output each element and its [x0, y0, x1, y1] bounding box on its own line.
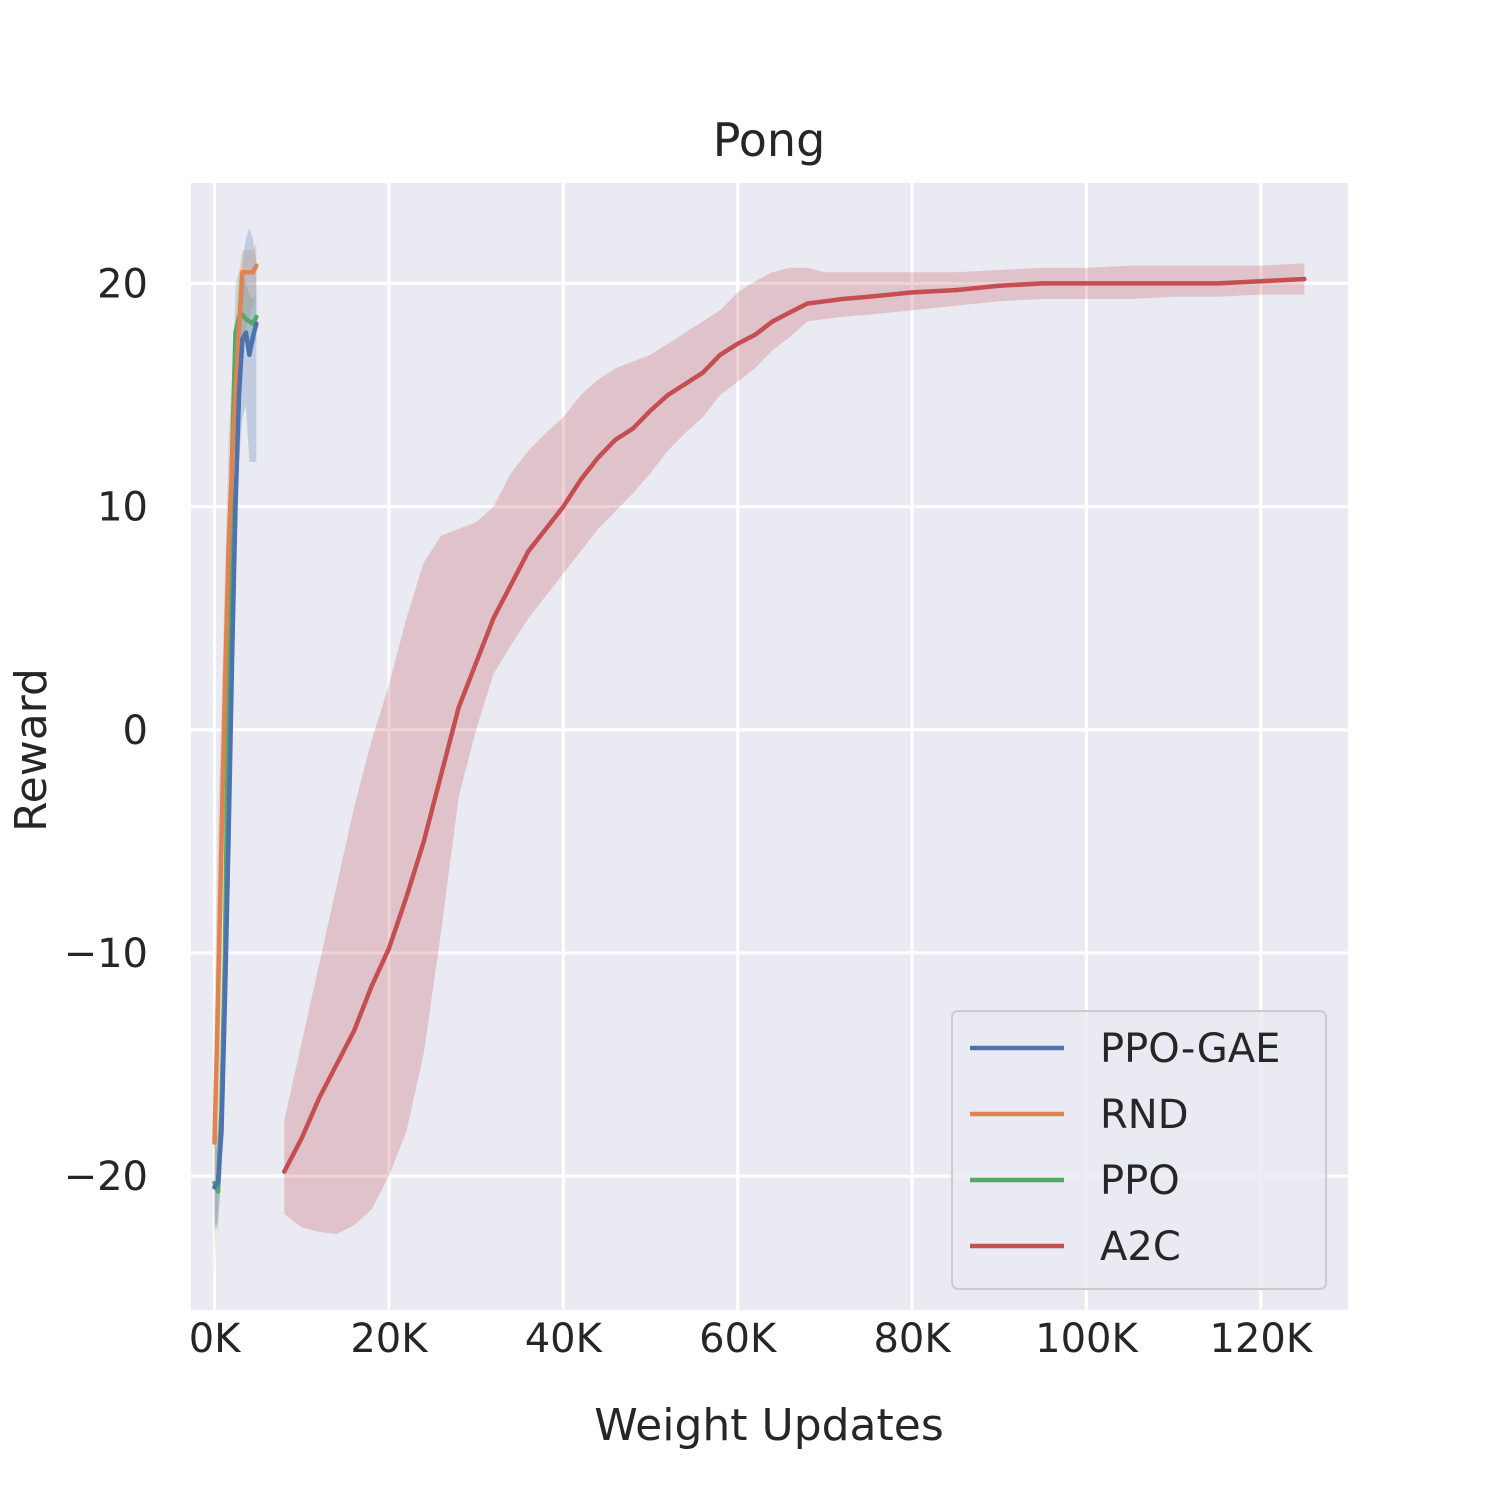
line-ppo-gae: [212, 321, 259, 1190]
x-tick-label: 80K: [873, 1316, 952, 1362]
y-axis-ticks: −20 −10 0 10 20: [64, 261, 148, 1200]
legend-label-rnd: RND: [1100, 1092, 1189, 1138]
legend-box: [951, 1010, 1327, 1290]
y-tick-label: −20: [64, 1154, 148, 1200]
x-tick-label: 0K: [189, 1316, 242, 1362]
band-a2c: [284, 263, 1305, 1235]
legend-label-a2c: A2C: [1100, 1224, 1181, 1270]
y-tick-label: 20: [97, 261, 148, 307]
line-a2c: [282, 276, 1307, 1174]
y-tick-label: 10: [97, 485, 148, 531]
x-tick-label: 40K: [525, 1316, 604, 1362]
y-tick-label: −10: [64, 931, 148, 977]
x-axis-ticks: 0K 20K 40K 60K 80K 100K 120K: [189, 1316, 1314, 1362]
legend: PPO-GAE RND PPO A2C: [951, 1010, 1327, 1290]
y-axis-label: Reward: [6, 668, 57, 832]
x-tick-label: 60K: [699, 1316, 778, 1362]
x-tick-label: 120K: [1210, 1316, 1314, 1362]
x-axis-label: Weight Updates: [594, 1400, 944, 1451]
chart-title: Pong: [713, 113, 826, 167]
grid-lines: [191, 183, 1348, 1310]
legend-label-ppo-gae: PPO-GAE: [1100, 1026, 1280, 1072]
legend-label-ppo: PPO: [1100, 1158, 1180, 1204]
line-rnd: [212, 263, 259, 1145]
series-lines: [212, 263, 1307, 1194]
x-tick-label: 20K: [350, 1316, 429, 1362]
x-tick-label: 100K: [1035, 1316, 1139, 1362]
y-tick-label: 0: [123, 708, 148, 754]
